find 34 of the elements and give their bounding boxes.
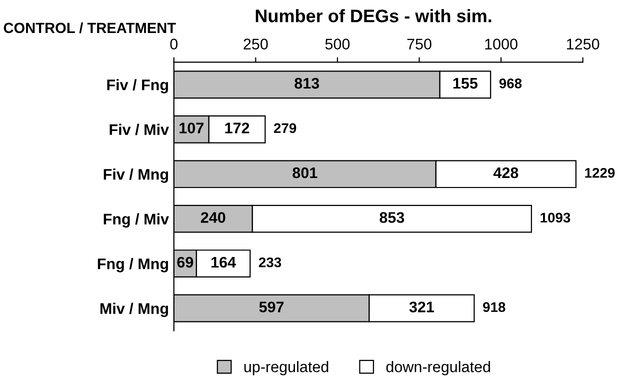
x-tick-label: 500 [325, 38, 350, 50]
y-tick-label: Fng / Miv [104, 213, 169, 228]
text: CONTROL / TREATMENT [4, 22, 176, 34]
total-label: 1093 [540, 212, 570, 223]
data-label: 853 [380, 212, 404, 223]
total-label: 1229 [585, 168, 615, 178]
y-tick-label: Fiv / Mng [104, 168, 168, 183]
x-tick-label: 1000 [485, 38, 518, 50]
y-tick-label: Fiv / Miv [110, 124, 169, 136]
data-label: 107 [180, 122, 204, 134]
data-label: 801 [292, 167, 318, 178]
data-label: 172 [225, 122, 250, 134]
data-label: 240 [200, 212, 226, 223]
x-tick-label: 250 [244, 38, 268, 50]
chart-title: Number of DEGs - with sim. [256, 9, 492, 22]
total-label: 233 [258, 257, 282, 268]
legend-label: up-regulated [244, 361, 328, 376]
y-tick-label: Fng / Mng [98, 258, 168, 272]
data-label: 813 [294, 78, 320, 89]
data-label: 597 [259, 302, 284, 312]
x-tick-label: 750 [407, 38, 432, 50]
total-label: 918 [483, 302, 506, 312]
legend-label: down-regulated [386, 361, 490, 376]
total-label: 279 [274, 123, 296, 134]
y-tick-label: Miv / Mng [100, 302, 168, 318]
data-label: 155 [453, 78, 478, 89]
x-tick-label: 1250 [566, 38, 600, 50]
data-label: 428 [493, 167, 518, 178]
total-label: 968 [499, 78, 522, 88]
data-label: 321 [409, 302, 434, 312]
y-tick-label: Fiv / Fng [107, 79, 168, 94]
data-label: 164 [212, 256, 236, 268]
x-tick-label: 0 [170, 38, 178, 50]
data-label: 69 [177, 256, 194, 268]
